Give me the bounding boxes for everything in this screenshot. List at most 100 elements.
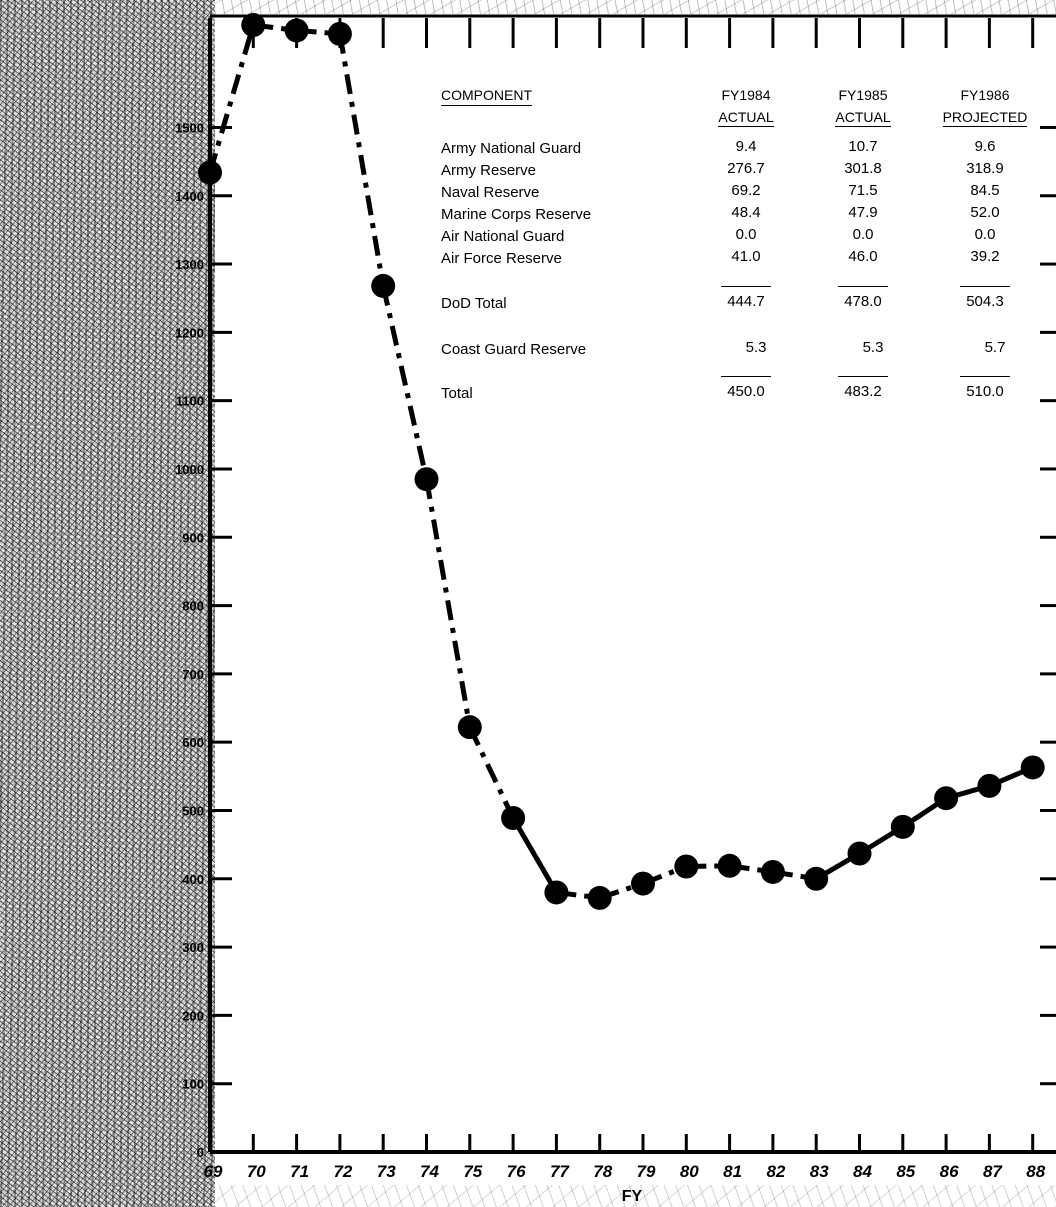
row-value: 41.0 xyxy=(731,248,761,265)
x-tick-label: 70 xyxy=(247,1162,266,1181)
x-tick-label: 86 xyxy=(940,1162,959,1181)
coast-guard-value: 5.7 xyxy=(984,339,1006,356)
total-value: 510.0 xyxy=(966,383,1004,400)
dod-total-label: DoD Total xyxy=(441,295,507,312)
header-fy1986-status-wrap: PROJECTED xyxy=(925,108,1045,127)
series-segment xyxy=(467,726,516,820)
data-point xyxy=(414,467,439,492)
x-tick-label: 76 xyxy=(507,1162,526,1181)
row-value: 10.7 xyxy=(848,138,878,155)
header-component: COMPONENT xyxy=(441,86,532,106)
scan-noise-bottom xyxy=(215,1185,1056,1207)
series-segment xyxy=(510,816,559,894)
y-tick-label: 1300 xyxy=(175,257,204,272)
total-label: Total xyxy=(441,385,473,402)
row-label: Army National Guard xyxy=(441,140,582,157)
x-tick-label: 79 xyxy=(637,1162,656,1181)
x-tick-label: 73 xyxy=(377,1162,396,1181)
sum-rule xyxy=(721,376,771,377)
y-tick-label: 100 xyxy=(182,1077,204,1092)
header-fy1986-status: PROJECTED xyxy=(942,109,1028,127)
header-fy1985-status: ACTUAL xyxy=(835,109,891,127)
y-tick-label: 1100 xyxy=(176,394,204,409)
row-label: Air National Guard xyxy=(441,228,565,245)
data-point xyxy=(198,160,222,185)
sum-rule xyxy=(721,286,771,287)
data-point xyxy=(284,18,309,43)
x-axis-title: FY xyxy=(622,1188,643,1205)
x-tick-label: 80 xyxy=(680,1162,699,1181)
scan-noise-left-margin xyxy=(0,0,215,1207)
data-point xyxy=(587,885,612,910)
y-tick-label: 500 xyxy=(182,803,204,818)
y-tick-label: 1500 xyxy=(175,120,204,135)
data-point xyxy=(544,880,569,905)
data-point xyxy=(457,715,482,740)
dod-total-value: 504.3 xyxy=(966,293,1004,310)
row-value: 84.5 xyxy=(970,182,1000,199)
y-tick-label: 1200 xyxy=(175,325,204,340)
y-axis-ticks: 0 100 200 300 400 500 600 700 800 900 1000 1100 1200… xyxy=(175,120,232,1160)
data-point xyxy=(847,841,872,866)
dod-total-value: 478.0 xyxy=(844,293,882,310)
x-axis-ticks: 69 70 71 72 73 74 75 76 77 78 79 80 81 82 83 84 85 86 87 88 xyxy=(204,18,1046,1181)
right-edge-ticks xyxy=(1040,125,1056,1086)
scan-noise-top xyxy=(215,0,1056,14)
y-tick-label: 400 xyxy=(182,872,204,887)
row-value: 69.2 xyxy=(731,182,761,199)
total-value: 450.0 xyxy=(727,383,765,400)
row-value: 0.0 xyxy=(852,226,874,243)
y-tick-label: 800 xyxy=(182,599,204,614)
data-point xyxy=(977,773,1002,798)
row-value: 0.0 xyxy=(974,226,996,243)
series-segment xyxy=(337,33,386,287)
x-tick-label: 71 xyxy=(290,1162,309,1181)
coast-guard-label: Coast Guard Reserve xyxy=(441,341,587,358)
row-value: 47.9 xyxy=(848,204,878,221)
row-value: 9.6 xyxy=(974,138,996,155)
header-fy1985-status-wrap: ACTUAL xyxy=(813,108,913,127)
series-points xyxy=(198,13,1045,910)
x-tick-label: 72 xyxy=(333,1162,352,1181)
header-fy1984-status: ACTUAL xyxy=(718,109,774,127)
header-fy1985-year: FY1985 xyxy=(838,87,888,103)
x-tick-label: 88 xyxy=(1026,1162,1045,1181)
header-fy1984-status-wrap: ACTUAL xyxy=(696,108,796,127)
row-value: 276.7 xyxy=(727,160,765,177)
x-tick-label: 83 xyxy=(810,1162,829,1181)
coast-guard-value: 5.3 xyxy=(745,339,767,356)
data-point xyxy=(501,805,526,830)
data-point xyxy=(804,866,829,891)
x-tick-label: 85 xyxy=(896,1162,915,1181)
sum-rule xyxy=(838,376,888,377)
row-value: 301.8 xyxy=(844,160,882,177)
x-tick-label: 81 xyxy=(723,1162,742,1181)
series-segment xyxy=(207,24,256,174)
data-point xyxy=(631,871,655,896)
row-value: 46.0 xyxy=(848,248,878,265)
data-point xyxy=(760,859,785,884)
y-tick-label: 1000 xyxy=(175,462,204,477)
x-tick-label: 78 xyxy=(593,1162,612,1181)
series-segment xyxy=(424,478,473,728)
row-label: Marine Corps Reserve xyxy=(441,206,592,223)
row-label: Naval Reserve xyxy=(441,184,540,201)
x-tick-label: 75 xyxy=(463,1162,482,1181)
dod-total-value: 444.7 xyxy=(727,293,765,310)
data-point xyxy=(327,21,352,46)
x-tick-label: 77 xyxy=(550,1162,570,1181)
x-tick-label: 74 xyxy=(420,1162,439,1181)
y-tick-label: 600 xyxy=(182,735,204,750)
x-tick-label: 84 xyxy=(853,1162,872,1181)
row-value: 318.9 xyxy=(966,160,1004,177)
y-tick-label: 900 xyxy=(182,530,204,545)
y-tick-label: 200 xyxy=(182,1008,204,1023)
y-tick-label: 0 xyxy=(197,1145,204,1160)
row-label: Air Force Reserve xyxy=(441,250,562,267)
data-point xyxy=(1020,755,1045,780)
x-tick-label: 87 xyxy=(983,1162,1003,1181)
y-tick-label: 1400 xyxy=(175,189,204,204)
data-point xyxy=(674,854,699,879)
row-value: 48.4 xyxy=(731,204,761,221)
